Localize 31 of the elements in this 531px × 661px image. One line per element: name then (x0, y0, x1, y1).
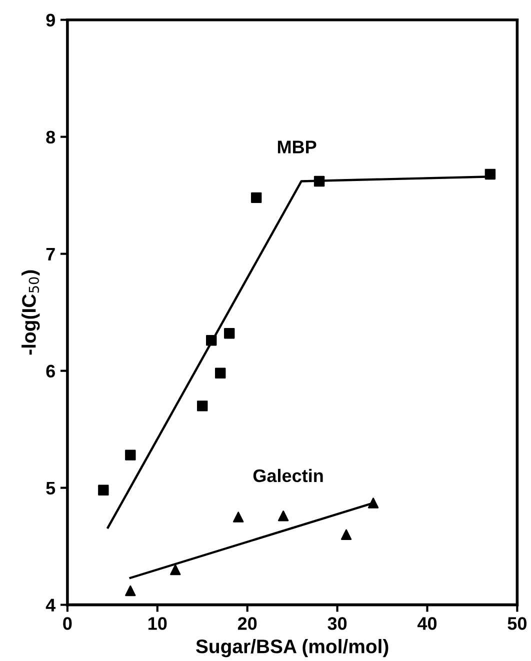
y-axis-title: -log(IC$_{50}$) (22, 270, 40, 355)
point (215, 368, 226, 379)
x-tick-label: 50 (508, 617, 526, 630)
x-axis-title: Sugar/BSA (mol/mol) (196, 639, 388, 658)
point (368, 498, 379, 508)
point (125, 450, 136, 460)
x-tick-label: 10 (148, 617, 167, 630)
point (232, 512, 244, 522)
point (314, 176, 325, 187)
y-tick-label: 8 (46, 130, 56, 144)
point (206, 335, 217, 346)
point (250, 192, 262, 204)
series-label: MBP (278, 140, 316, 154)
y-tick-label: 4 (46, 598, 56, 612)
point (484, 168, 496, 180)
y-tick-label: 6 (46, 364, 55, 378)
point (170, 564, 181, 576)
series-label: Galectin (253, 468, 323, 482)
point (278, 510, 289, 522)
point (340, 529, 352, 540)
point (197, 400, 208, 412)
x-tick-label: 0 (63, 617, 72, 630)
y-tick-label: 5 (46, 482, 56, 495)
x-tick-label: 20 (238, 617, 257, 630)
point (125, 585, 136, 596)
y-tick-label: 9 (46, 14, 55, 27)
point (98, 484, 109, 496)
point (224, 328, 235, 339)
x-tick-label: 30 (328, 617, 347, 630)
x-tick-label: 40 (417, 617, 437, 630)
y-tick-label: 7 (46, 248, 55, 260)
